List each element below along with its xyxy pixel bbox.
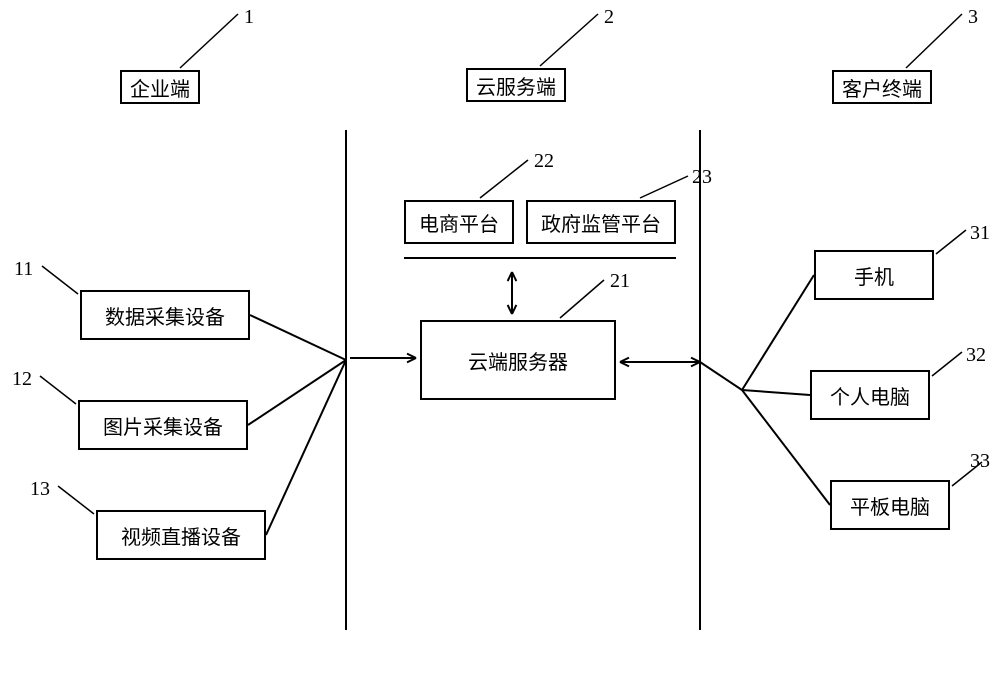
node-ref-n22: 22 xyxy=(534,150,554,173)
node-n33: 平板电脑 xyxy=(830,480,950,530)
node-ref-n33: 33 xyxy=(970,450,990,473)
section-title-client: 客户终端 xyxy=(832,70,932,104)
node-ref-n12: 12 xyxy=(12,368,32,391)
node-n21: 云端服务器 xyxy=(420,320,616,400)
section-title-cloud: 云服务端 xyxy=(466,68,566,102)
node-n11: 数据采集设备 xyxy=(80,290,250,340)
node-n13: 视频直播设备 xyxy=(96,510,266,560)
section-ref-enterprise: 1 xyxy=(244,6,254,29)
node-ref-n32: 32 xyxy=(966,344,986,367)
node-n31: 手机 xyxy=(814,250,934,300)
node-ref-n11: 11 xyxy=(14,258,33,281)
node-ref-n13: 13 xyxy=(30,478,50,501)
node-n12: 图片采集设备 xyxy=(78,400,248,450)
node-n23: 政府监管平台 xyxy=(526,200,676,244)
node-ref-n21: 21 xyxy=(610,270,630,293)
labels-overlay: 企业端 1 云服务端 2 客户终端 3 数据采集设备 11 图片采集设备 12 视频直播设备 13 电商… xyxy=(0,0,1000,674)
node-ref-n31: 31 xyxy=(970,222,990,245)
section-title-enterprise: 企业端 xyxy=(120,70,200,104)
section-ref-client: 3 xyxy=(968,6,978,29)
node-ref-n23: 23 xyxy=(692,166,712,189)
node-n32: 个人电脑 xyxy=(810,370,930,420)
node-n22: 电商平台 xyxy=(404,200,514,244)
section-ref-cloud: 2 xyxy=(604,6,614,29)
